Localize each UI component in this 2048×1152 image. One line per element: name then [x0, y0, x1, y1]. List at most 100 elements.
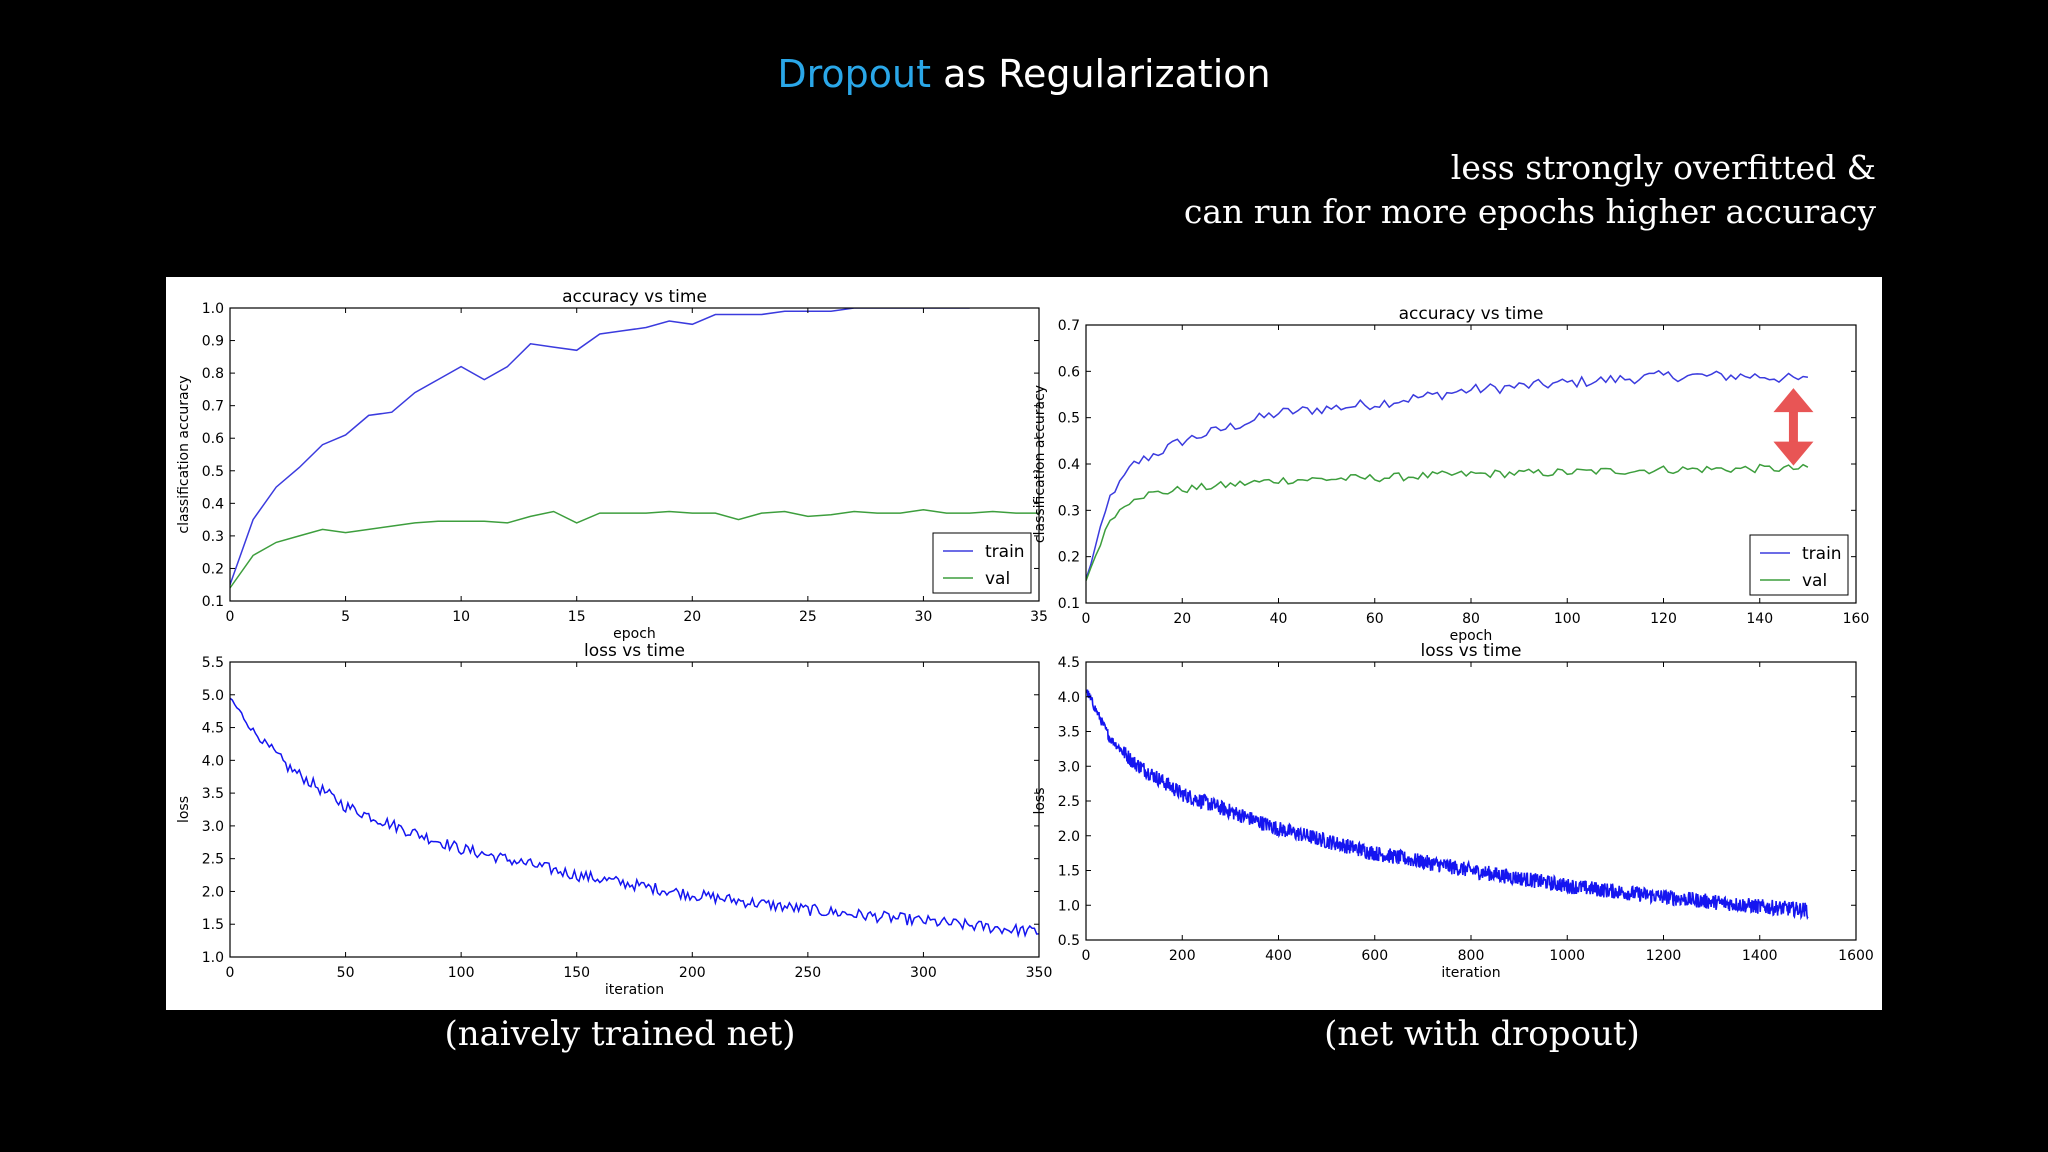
acc-right-legend-label-train: train: [1802, 544, 1842, 564]
loss-left-ytick-label: 5.0: [202, 688, 224, 704]
loss-right-xtick-label: 1000: [1549, 948, 1585, 964]
acc-right-title: accuracy vs time: [1399, 304, 1544, 324]
acc-right-xtick-label: 60: [1366, 611, 1384, 627]
title-highlight: Dropout: [777, 52, 932, 96]
acc-left-ytick-label: 0.7: [202, 399, 224, 415]
acc-left-ytick-label: 0.8: [202, 366, 224, 382]
acc-left-xtick-label: 10: [452, 609, 470, 625]
acc-left-ytick-label: 0.3: [202, 529, 224, 545]
acc-left-title: accuracy vs time: [562, 287, 707, 307]
acc-right-xtick-label: 160: [1843, 611, 1870, 627]
acc-right-ytick-label: 0.4: [1058, 457, 1080, 473]
loss-left-series-loss: [230, 697, 1039, 939]
acc-left-legend-label-val: val: [985, 569, 1010, 589]
acc-left-xtick-label: 25: [799, 609, 817, 625]
acc-right-ytick-label: 0.7: [1058, 318, 1080, 334]
acc-right-xtick-label: 120: [1650, 611, 1677, 627]
acc-left-ytick-label: 0.1: [202, 594, 224, 610]
acc-right-legend-box: [1749, 534, 1849, 596]
loss-right-xtick-label: 800: [1458, 948, 1485, 964]
acc-right-xtick-label: 140: [1746, 611, 1773, 627]
acc-left-legend-label-train: train: [985, 542, 1025, 562]
loss-left-axes-frame: [229, 661, 1040, 958]
acc-left-xtick-label: 30: [915, 609, 933, 625]
acc-left-series-val: [230, 509, 1039, 589]
loss-left-ytick-label: 3.5: [202, 786, 224, 802]
acc-right-series-val: [1086, 463, 1809, 581]
acc-left-legend-box: [932, 532, 1032, 594]
loss-left-xtick-label: 0: [226, 965, 235, 981]
acc-right-annotation-arrow-head-up: [1773, 388, 1814, 413]
acc-left-ytick-label: 0.2: [202, 561, 224, 577]
loss-right-ytick-label: 3.5: [1058, 725, 1080, 741]
loss-right-series-loss: [1086, 689, 1809, 921]
loss-left-xtick-label: 150: [563, 965, 590, 981]
loss-right-xtick-label: 400: [1265, 948, 1292, 964]
loss-right-ytick-label: 2.0: [1058, 829, 1080, 845]
acc-left-ytick-label: 0.9: [202, 334, 224, 350]
loss-left-title: loss vs time: [584, 641, 685, 661]
acc-left-xtick-label: 5: [341, 609, 350, 625]
loss-right-xtick-label: 1200: [1646, 948, 1682, 964]
acc-left-ytick-label: 0.5: [202, 464, 224, 480]
acc-left-xtick-label: 35: [1030, 609, 1048, 625]
loss-left-xtick-label: 100: [448, 965, 475, 981]
acc-right-annotation-arrow-head-down: [1773, 441, 1814, 466]
loss-left-xtick-label: 300: [910, 965, 937, 981]
loss-left-ytick-label: 2.0: [202, 884, 224, 900]
acc-left-xtick-label: 20: [683, 609, 701, 625]
figure-svg: 0 5 10 15 20 25 30 35 0.1 0.2 0.3 0.4 0.5 0.6 0.7 0.8 0.…: [176, 287, 1874, 998]
loss-left-ytick-label: 4.0: [202, 753, 224, 769]
acc-left-series-train: [230, 308, 970, 585]
acc-left-ytick-label: 0.4: [202, 496, 224, 512]
acc-right-xtick-label: 100: [1554, 611, 1581, 627]
loss-right-ytick-label: 4.0: [1058, 690, 1080, 706]
acc-right-ytick-label: 0.5: [1058, 411, 1080, 427]
loss-right-ytick-label: 2.5: [1058, 794, 1080, 810]
acc-right-ytick-label: 0.1: [1058, 596, 1080, 612]
acc-left-xtick-label: 15: [568, 609, 586, 625]
figure-panel: 0 5 10 15 20 25 30 35 0.1 0.2 0.3 0.4 0.5 0.6 0.7 0.8 0.…: [166, 277, 1882, 1010]
acc-right-axes-frame: [1085, 324, 1857, 604]
acc-left-ylabel: classification accuracy: [176, 375, 192, 533]
acc-left-ytick-label: 0.6: [202, 431, 224, 447]
loss-right-ytick-label: 1.0: [1058, 898, 1080, 914]
slide-title: Dropout as Regularization: [0, 52, 2048, 96]
loss-left-ytick-label: 1.5: [202, 917, 224, 933]
loss-right-ylabel: loss: [1032, 787, 1048, 814]
loss-right-xtick-label: 0: [1082, 948, 1091, 964]
loss-left-ytick-label: 4.5: [202, 721, 224, 737]
loss-right-xtick-label: 1600: [1838, 948, 1874, 964]
loss-right-xtick-label: 200: [1169, 948, 1196, 964]
loss-right-xtick-label: 1400: [1742, 948, 1778, 964]
acc-right-ytick-label: 0.6: [1058, 364, 1080, 380]
acc-left-xtick-label: 0: [226, 609, 235, 625]
caption-left: (naively trained net): [444, 1014, 796, 1054]
loss-right-xlabel: iteration: [1441, 965, 1500, 981]
acc-right-ytick-label: 0.2: [1058, 550, 1080, 566]
loss-left-ytick-label: 2.5: [202, 852, 224, 868]
note-line-2: can run for more epochs higher accuracy: [1183, 192, 1876, 231]
title-rest: as Regularization: [931, 52, 1271, 96]
loss-left-ytick-label: 3.0: [202, 819, 224, 835]
acc-right-ylabel: classification accuracy: [1032, 385, 1048, 543]
loss-right-ytick-label: 1.5: [1058, 864, 1080, 880]
note-line-1: less strongly overfitted &: [1450, 148, 1876, 187]
loss-left-xtick-label: 250: [794, 965, 821, 981]
loss-left-ytick-label: 5.5: [202, 655, 224, 671]
acc-right-xtick-label: 20: [1173, 611, 1191, 627]
acc-right-xtick-label: 80: [1462, 611, 1480, 627]
acc-left-ytick-label: 1.0: [202, 301, 224, 317]
acc-right-xtick-label: 40: [1270, 611, 1288, 627]
loss-right-xtick-label: 600: [1361, 948, 1388, 964]
loss-left-xlabel: iteration: [605, 982, 664, 998]
caption-right: (net with dropout): [1324, 1014, 1640, 1054]
loss-right-ytick-label: 0.5: [1058, 933, 1080, 949]
loss-left-xtick-label: 200: [679, 965, 706, 981]
acc-left-xlabel: epoch: [613, 626, 656, 642]
acc-right-ytick-label: 0.3: [1058, 503, 1080, 519]
acc-left-axes-frame: [229, 307, 1040, 602]
loss-left-ytick-label: 1.0: [202, 950, 224, 966]
acc-right-legend-label-val: val: [1802, 571, 1827, 591]
loss-left-ylabel: loss: [176, 796, 192, 823]
